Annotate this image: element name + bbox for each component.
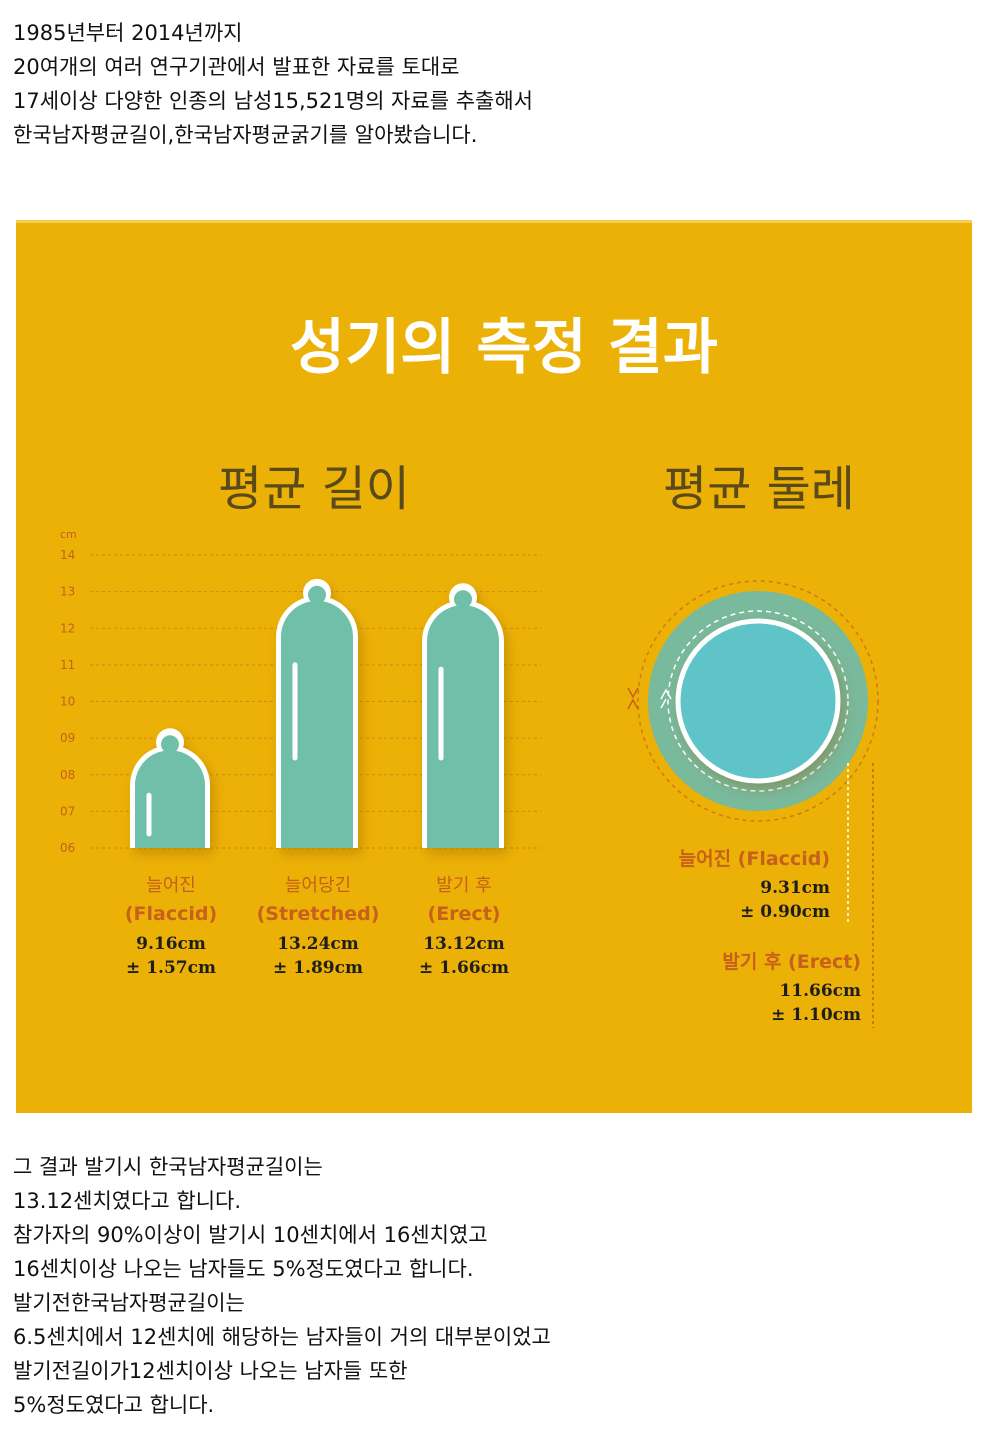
bar bbox=[276, 578, 358, 848]
girth-flaccid-sd: ± 0.90cm bbox=[740, 902, 830, 922]
girth-erect-sd: ± 1.10cm bbox=[771, 1005, 861, 1025]
bar-name-en-label: (Stretched) bbox=[257, 903, 380, 925]
outro-line: 그 결과 발기시 한국남자평균길이는 bbox=[13, 1155, 323, 1179]
bars-group bbox=[130, 578, 504, 848]
bar-value-label: 13.12cm bbox=[423, 934, 505, 954]
outro-text: 그 결과 발기시 한국남자평균길이는 13.12센치였다고 합니다. 참가자의 … bbox=[13, 1150, 551, 1422]
chart-title: 성기의 측정 결과 bbox=[290, 313, 718, 383]
girth-arrow-outer bbox=[627, 687, 639, 710]
bar-name-label: 발기 후 bbox=[436, 875, 491, 896]
bar-name-en-label: (Erect) bbox=[428, 903, 501, 925]
y-tick-label: 14 bbox=[60, 548, 75, 562]
length-subtitle: 평균 길이 bbox=[218, 461, 410, 517]
outro-line: 참가자의 90%이상이 발기시 10센치에서 16센치였고 bbox=[13, 1223, 488, 1247]
bar-body bbox=[135, 750, 205, 848]
intro-text: 1985년부터 2014년까지 20여개의 여러 연구기관에서 발표한 자료를 … bbox=[13, 16, 533, 152]
y-unit-label: cm bbox=[60, 528, 77, 541]
bar-name-en-label: (Flaccid) bbox=[125, 903, 217, 925]
bar-tip bbox=[161, 735, 179, 754]
girth-outer-dashed-ring bbox=[637, 580, 879, 822]
bar-name-label: 늘어진 bbox=[146, 875, 196, 896]
bar-body bbox=[281, 600, 353, 848]
outro-line: 5%정도였다고 합니다. bbox=[13, 1393, 215, 1417]
bar-value-label: 13.24cm bbox=[277, 934, 359, 954]
y-tick-label: 10 bbox=[60, 695, 75, 709]
girth-flaccid-value: 9.31cm bbox=[760, 878, 830, 898]
bar-sd-label: ± 1.89cm bbox=[273, 958, 363, 978]
outro-line: 16센치이상 나오는 남자들도 5%정도였다고 합니다. bbox=[13, 1257, 474, 1281]
outro-line: 13.12센치였다고 합니다. bbox=[13, 1189, 242, 1213]
intro-line: 한국남자평균길이,한국남자평균굵기를 알아봤습니다. bbox=[13, 123, 478, 147]
bar-sd-label: ± 1.57cm bbox=[126, 958, 216, 978]
outro-line: 6.5센치에서 12센치에 해당하는 남자들이 거의 대부분이었고 bbox=[13, 1325, 551, 1349]
measurement-infographic: 성기의 측정 결과 평균 길이 평균 둘레 cm 06 07 08 09 10 11 12 1… bbox=[16, 220, 972, 1113]
y-tick-label: 07 bbox=[60, 804, 75, 818]
infographic-svg: 성기의 측정 결과 평균 길이 평균 둘레 cm 06 07 08 09 10 11 12 1… bbox=[60, 313, 879, 1028]
bar-body bbox=[427, 605, 499, 848]
girth-subtitle: 평균 둘레 bbox=[663, 461, 855, 517]
bar-tip bbox=[454, 590, 472, 609]
bar-tip bbox=[308, 585, 326, 604]
bar bbox=[422, 583, 504, 848]
y-tick-label: 09 bbox=[60, 731, 75, 745]
y-tick-label: 11 bbox=[60, 658, 75, 672]
girth-inner-circle bbox=[675, 618, 841, 784]
girth-inner-dashed-ring bbox=[667, 610, 849, 792]
bar bbox=[130, 728, 210, 848]
y-tick-label: 08 bbox=[60, 768, 75, 782]
intro-line: 17세이상 다양한 인종의 남성15,521명의 자료를 추출해서 bbox=[13, 89, 533, 113]
bar-name-label: 늘어당긴 bbox=[285, 875, 351, 896]
bar-value-label: 9.16cm bbox=[136, 934, 206, 954]
y-tick-label: 06 bbox=[60, 841, 75, 855]
y-tick-label: 12 bbox=[60, 621, 75, 635]
girth-flaccid-label: 늘어진 (Flaccid) bbox=[679, 848, 830, 870]
bar-labels-group: 늘어진 (Flaccid) 9.16cm ± 1.57cm 늘어당긴 (Stretched… bbox=[125, 875, 509, 978]
girth-erect-label: 발기 후 (Erect) bbox=[722, 951, 861, 973]
grid-lines: 06 07 08 09 10 11 12 13 14 bbox=[60, 548, 541, 855]
girth-circle-group bbox=[627, 580, 879, 1028]
outro-line: 발기전한국남자평균길이는 bbox=[13, 1291, 245, 1315]
girth-arrow-inner bbox=[660, 688, 672, 709]
bar-sd-label: ± 1.66cm bbox=[419, 958, 509, 978]
girth-erect-value: 11.66cm bbox=[779, 981, 861, 1001]
intro-line: 20여개의 여러 연구기관에서 발표한 자료를 토대로 bbox=[13, 55, 460, 79]
intro-line: 1985년부터 2014년까지 bbox=[13, 21, 243, 45]
outro-line: 발기전길이가12센치이상 나오는 남자들 또한 bbox=[13, 1359, 408, 1383]
y-tick-label: 13 bbox=[60, 585, 75, 599]
